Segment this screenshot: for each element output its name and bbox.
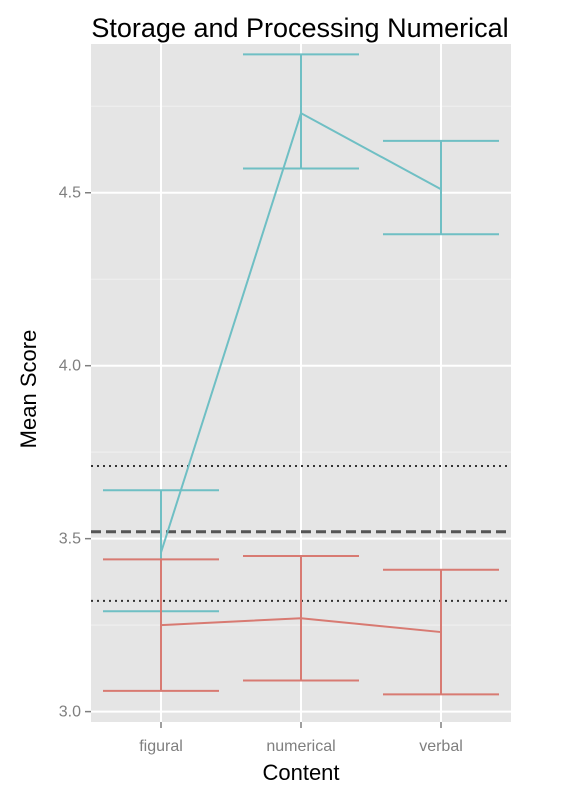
x-tick-label: figural: [139, 738, 183, 755]
y-tick-label: 3.0: [59, 704, 81, 721]
series-2: [103, 554, 499, 696]
y-tick-label: 4.0: [59, 358, 81, 375]
x-tick-label: verbal: [419, 738, 463, 755]
x-axis-title: Content: [262, 760, 339, 785]
y-axis-title: Mean Score: [16, 330, 41, 449]
chart-title: Storage and Processing Numerical: [91, 13, 508, 43]
x-tick-label: numerical: [266, 738, 335, 755]
y-tick-label: 4.5: [59, 185, 81, 202]
y-tick-label: 3.5: [59, 531, 81, 548]
series-line: [160, 617, 442, 634]
series-line: [160, 111, 442, 553]
series-layer: [103, 53, 499, 696]
axis-layer: 3.0 3.5 4.0 4.5 figural numerical verbal: [59, 185, 463, 755]
